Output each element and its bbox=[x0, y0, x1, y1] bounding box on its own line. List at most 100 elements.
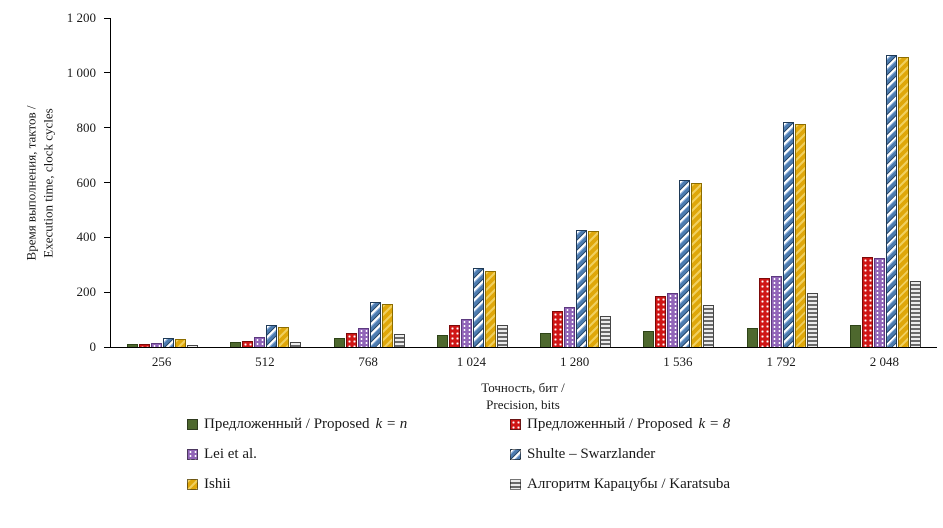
bar bbox=[393, 333, 405, 347]
bar bbox=[540, 332, 552, 347]
legend-label: Предложенный / Proposed bbox=[527, 416, 693, 432]
bar-group bbox=[834, 18, 937, 347]
bar bbox=[436, 334, 448, 347]
x-axis-labels: 256 512 768 1 024 1 280 1 536 1 792 2 048 bbox=[110, 354, 936, 370]
y-tick-mark bbox=[104, 17, 110, 19]
legend-label: Алгоритм Карацубы / Karatsuba bbox=[527, 476, 731, 492]
legend-item: Алгоритм Карацубы / Karatsuba bbox=[510, 476, 730, 493]
bar bbox=[345, 333, 357, 347]
y-tick-mark bbox=[104, 182, 110, 183]
legend-item: Предложенный / Proposed k = 8 bbox=[510, 416, 730, 433]
bar bbox=[873, 258, 885, 347]
bar bbox=[381, 303, 393, 347]
bar-group bbox=[627, 18, 730, 347]
bar bbox=[564, 307, 576, 347]
bar bbox=[806, 293, 818, 347]
bar bbox=[600, 315, 612, 347]
bar bbox=[357, 328, 369, 347]
y-tick-label: 600 bbox=[76, 174, 97, 190]
bar bbox=[643, 330, 655, 347]
x-axis-title: Точность, бит / Precision, bits bbox=[110, 379, 936, 413]
legend-item: Shulte – Swarzlander bbox=[510, 446, 730, 463]
y-tick-label: 1 000 bbox=[66, 64, 96, 80]
y-axis: 0 200 400 600 800 1 000 1 200 bbox=[0, 10, 110, 354]
bar bbox=[266, 324, 278, 347]
bar bbox=[897, 56, 909, 347]
bar bbox=[667, 292, 679, 347]
bar bbox=[782, 122, 794, 347]
bar bbox=[151, 342, 163, 347]
bar bbox=[746, 327, 758, 347]
bar bbox=[909, 281, 921, 347]
legend-label-math: k = n bbox=[375, 416, 408, 432]
legend-label-math: k = 8 bbox=[698, 416, 731, 432]
y-tick-mark bbox=[104, 291, 110, 293]
legend-label: Предложенный / Proposed bbox=[204, 416, 370, 432]
bar bbox=[655, 296, 667, 347]
bar bbox=[588, 231, 600, 347]
y-tick-mark bbox=[104, 72, 110, 74]
bar bbox=[496, 325, 508, 347]
bar bbox=[794, 124, 806, 347]
bar bbox=[369, 301, 381, 347]
bar bbox=[333, 338, 345, 347]
bar bbox=[758, 277, 770, 347]
legend-swatch-icon bbox=[510, 479, 521, 490]
y-tick-mark bbox=[104, 346, 110, 348]
x-tick-label: 1 536 bbox=[663, 354, 693, 369]
bar-group bbox=[111, 18, 214, 347]
bar-group bbox=[318, 18, 421, 347]
legend-label: Ishii bbox=[204, 476, 231, 492]
bar bbox=[175, 339, 187, 347]
x-tick-label: 768 bbox=[358, 354, 378, 369]
bar bbox=[849, 324, 861, 347]
bar bbox=[484, 270, 496, 347]
x-tick-label: 512 bbox=[255, 354, 275, 369]
y-tick-mark bbox=[104, 236, 110, 238]
legend-swatch-icon bbox=[187, 449, 198, 460]
bar bbox=[187, 344, 199, 347]
y-tick-mark bbox=[104, 127, 110, 129]
bar bbox=[163, 338, 175, 347]
legend-item: Предложенный / Proposed k = n bbox=[187, 416, 510, 433]
bar bbox=[472, 268, 484, 347]
bar bbox=[861, 256, 873, 347]
bar bbox=[885, 55, 897, 347]
legend-item: Lei et al. bbox=[187, 446, 510, 463]
y-tick-label: 0 bbox=[89, 339, 97, 354]
legend-swatch-icon bbox=[187, 479, 198, 490]
bar bbox=[460, 319, 472, 347]
bar-group bbox=[421, 18, 524, 347]
bar bbox=[278, 327, 290, 347]
x-tick-label: 2 048 bbox=[869, 354, 899, 369]
bar bbox=[230, 341, 242, 347]
x-tick-label: 256 bbox=[151, 354, 172, 369]
x-tick-label: 1 792 bbox=[766, 354, 796, 369]
bar bbox=[552, 311, 564, 347]
bar bbox=[679, 180, 691, 347]
legend-swatch-icon bbox=[187, 419, 198, 430]
plot-area bbox=[110, 18, 937, 348]
bar bbox=[703, 304, 715, 347]
x-tick-label: 1 024 bbox=[456, 354, 486, 369]
bar bbox=[691, 182, 703, 347]
legend-label: Lei et al. bbox=[204, 446, 257, 462]
bar-group bbox=[731, 18, 834, 347]
y-tick-label: 1 200 bbox=[66, 10, 96, 25]
legend-swatch-icon bbox=[510, 419, 521, 430]
y-tick-label: 800 bbox=[76, 119, 97, 135]
legend: Предложенный / Proposed k = n Предложенны… bbox=[187, 416, 730, 493]
x-tick-label: 1 280 bbox=[560, 354, 590, 369]
bar bbox=[448, 324, 460, 347]
bar bbox=[770, 275, 782, 347]
legend-item: Ishii bbox=[187, 476, 510, 493]
bar-groups bbox=[111, 18, 937, 347]
bar bbox=[290, 341, 302, 347]
y-tick-label: 200 bbox=[76, 284, 97, 300]
y-tick-label: 400 bbox=[76, 229, 97, 245]
x-axis-title-line2: Precision, bits bbox=[486, 397, 560, 412]
legend-label: Shulte – Swarzlander bbox=[527, 446, 656, 462]
bar bbox=[139, 344, 151, 347]
legend-swatch-icon bbox=[510, 449, 521, 460]
